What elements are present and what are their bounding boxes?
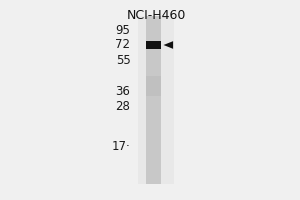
Text: 55: 55 bbox=[116, 54, 130, 68]
Text: 36: 36 bbox=[116, 85, 130, 98]
Bar bbox=[146, 41, 160, 49]
Text: 17·: 17· bbox=[112, 140, 130, 152]
Text: 95: 95 bbox=[116, 24, 130, 38]
Bar bbox=[138, 16, 174, 184]
Polygon shape bbox=[164, 41, 173, 49]
Text: 28: 28 bbox=[116, 100, 130, 114]
Text: 72: 72 bbox=[116, 38, 130, 51]
Bar bbox=[146, 16, 160, 184]
Bar bbox=[146, 76, 160, 96]
Text: NCI-H460: NCI-H460 bbox=[126, 9, 186, 22]
